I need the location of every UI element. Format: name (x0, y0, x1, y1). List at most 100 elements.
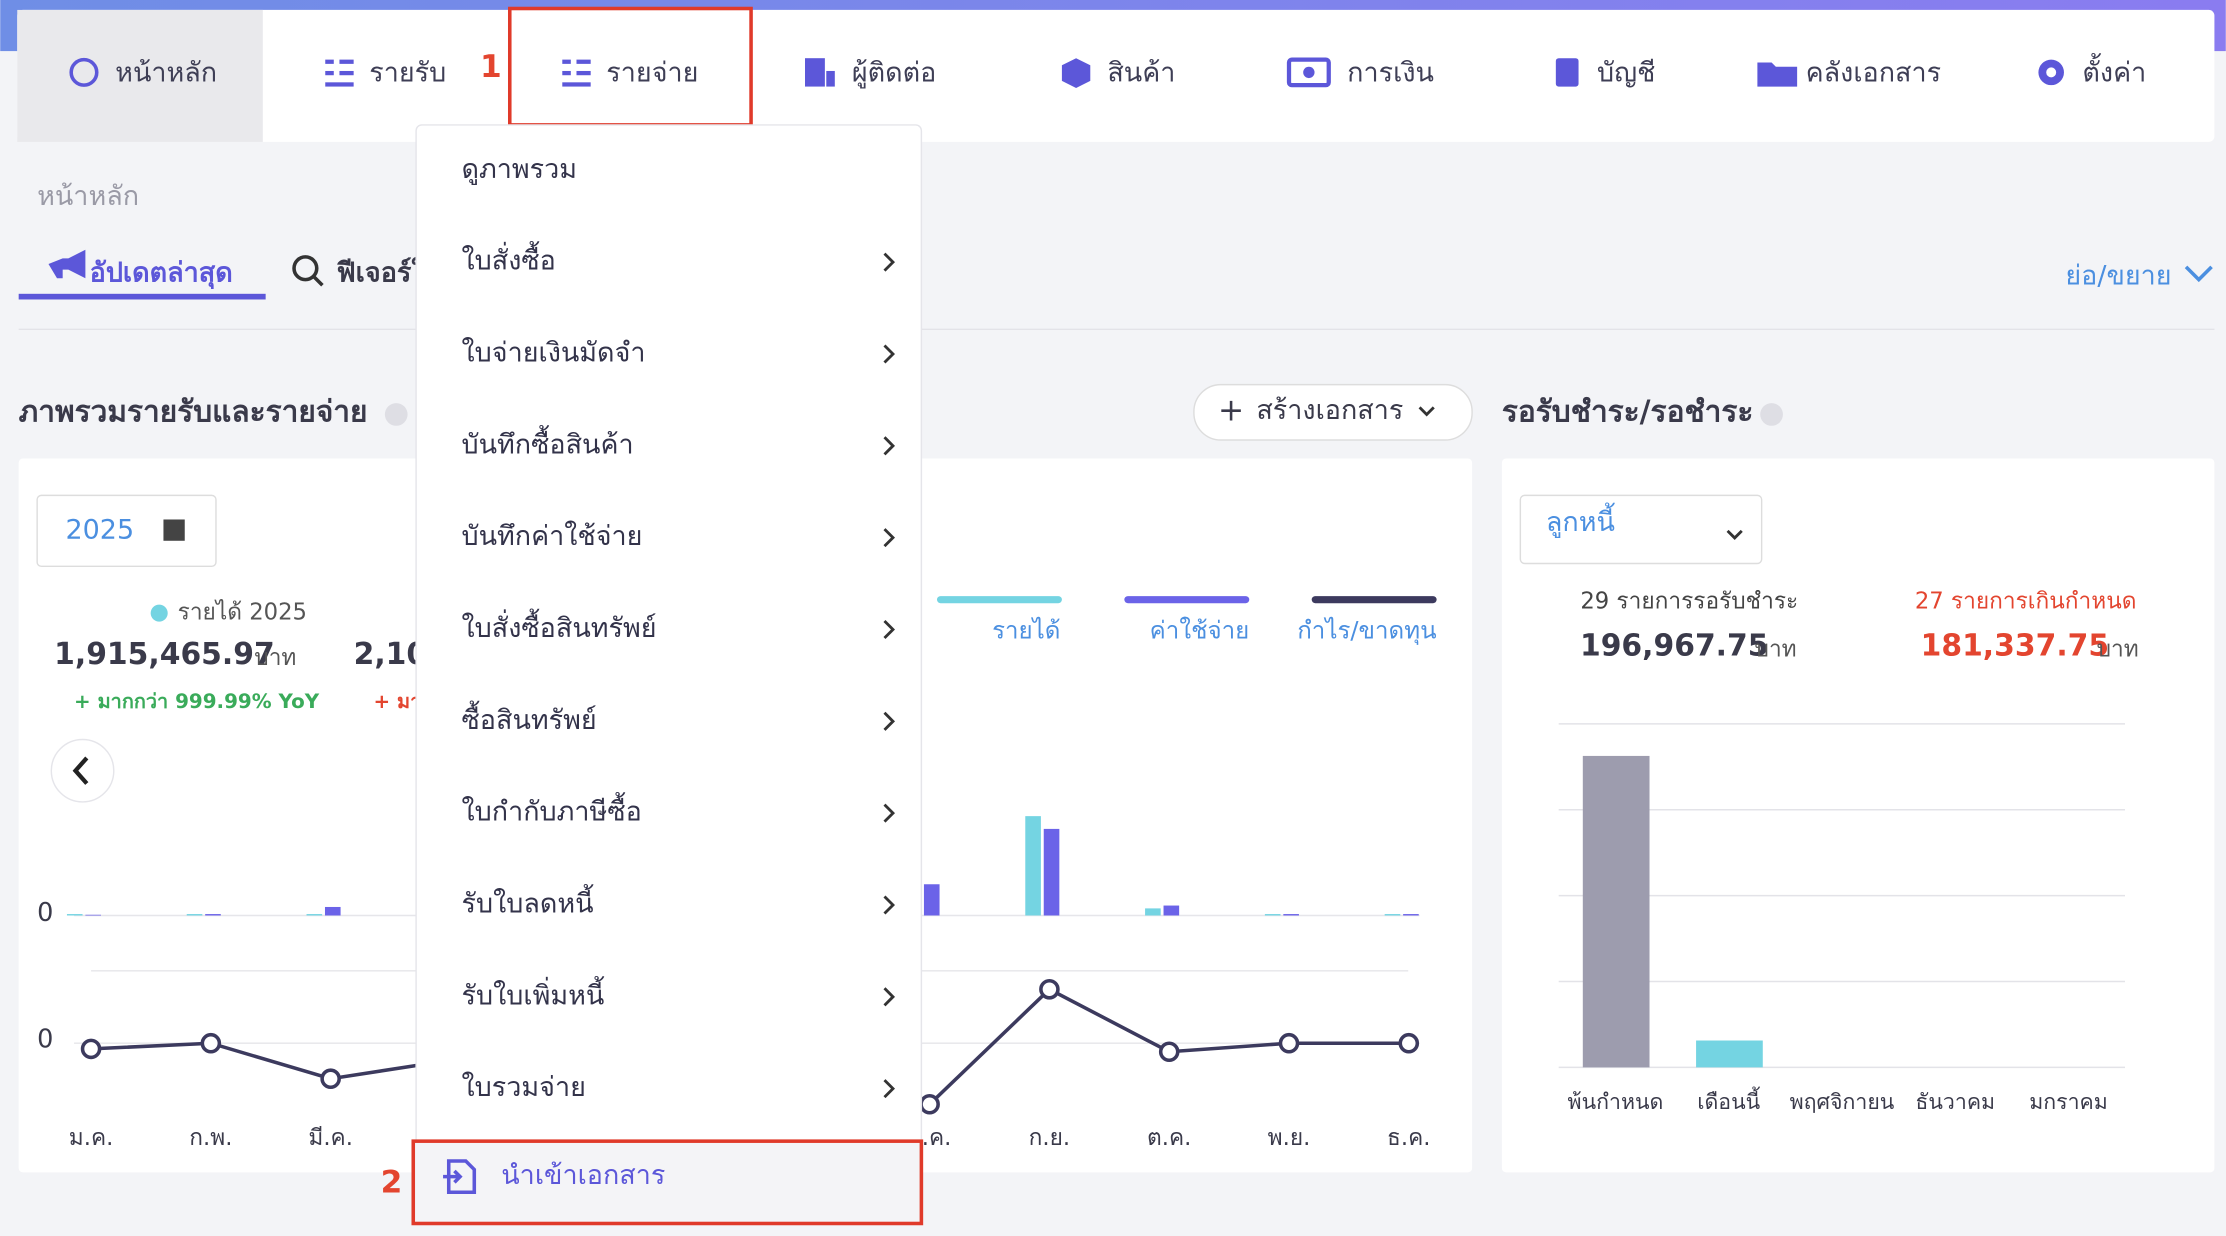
chevron (1418, 406, 1435, 417)
nav-item[interactable]: สินค้า (1107, 57, 1175, 88)
chevron (883, 987, 896, 1007)
x-tick-label: ธันวาคม (1915, 1090, 1995, 1115)
nav-item[interactable]: การเงิน (1347, 57, 1434, 88)
chevron (883, 252, 896, 272)
menu-item[interactable]: ใบกำกับภาษีซื้อ (462, 792, 642, 828)
menu-item[interactable]: ซื้อสินทรัพย์ (462, 700, 597, 736)
menu-item[interactable]: รับใบลดหนี้ (462, 883, 594, 919)
menu-item[interactable]: ดูภาพรวม (462, 154, 578, 185)
help-icon (1760, 403, 1783, 426)
section-title: รอรับชำระ/รอชำระ (1502, 395, 1754, 430)
chevron (2184, 265, 2213, 283)
unit: บาท (254, 645, 296, 671)
search-icon (312, 275, 324, 287)
legend-label: ค่าใช้จ่าย (1150, 617, 1250, 645)
bar (923, 884, 940, 916)
menu-item[interactable]: ใบสั่งซื้อสินทรัพย์ (462, 608, 657, 644)
chevron (883, 711, 896, 731)
help-icon (384, 403, 408, 426)
receivable-card (1501, 458, 2215, 1173)
section-title: ภาพรวมรายรับและรายจ่าย (19, 395, 368, 430)
menu-item[interactable]: ใบสั่งซื้อ (462, 241, 556, 277)
legend-swatch (937, 596, 1062, 604)
bar (205, 914, 221, 916)
dropdown[interactable] (1519, 494, 1763, 565)
bar (1163, 905, 1180, 916)
profit-point (1158, 1041, 1180, 1063)
x-tick-label: มี.ค. (308, 1125, 353, 1151)
chevron (883, 1079, 896, 1099)
legend-label: กำไร/ขาดทุน (1297, 617, 1436, 646)
menu-item[interactable]: นำเข้าเอกสาร (501, 1160, 665, 1191)
create-button[interactable] (1193, 383, 1473, 441)
menu-item[interactable]: ใบจ่ายเงินมัดจำ (462, 336, 646, 368)
collapse-toggle[interactable]: ย่อ/ขยาย (2065, 260, 2171, 291)
legend-dot (150, 604, 168, 622)
stat-amount: 196,967.75 (1580, 629, 1769, 664)
x-tick-label: พฤศจิกายน (1790, 1090, 1895, 1115)
plus: + (1218, 393, 1244, 429)
nav-item[interactable]: ผู้ติดต่อ (852, 57, 937, 88)
stat-amount: 2,10 (354, 637, 428, 672)
bar (1403, 914, 1419, 916)
stat-label: 29 รายการรอรับชำระ (1580, 588, 1798, 614)
unit: บาท (2097, 637, 2139, 663)
bar (1582, 755, 1650, 1068)
stat-amount: 1,915,465.97 (54, 637, 275, 672)
x-tick-label: ธ.ค. (1387, 1125, 1430, 1151)
button-label[interactable]: สร้างเอกสาร (1256, 395, 1403, 426)
tab-underline (18, 293, 266, 300)
legend-swatch (1124, 596, 1250, 604)
bar (66, 914, 83, 916)
chevron (72, 756, 89, 785)
bar (1696, 1040, 1763, 1068)
nav-item[interactable]: รายจ่าย (606, 57, 698, 88)
megaphone-icon (48, 249, 86, 279)
bar (186, 914, 203, 916)
stat-change: + มา (374, 690, 422, 713)
bar (85, 914, 101, 916)
nav-active (17, 9, 263, 142)
profit-point (80, 1038, 102, 1060)
year[interactable]: 2025 (66, 514, 135, 545)
bar (1043, 828, 1060, 916)
legend-label: รายได้ (992, 617, 1060, 645)
nav-item[interactable]: ตั้งค่า (2082, 52, 2146, 88)
axis-zero: 0 (37, 1024, 53, 1054)
tab[interactable]: อัปเดตล่าสุด (90, 257, 233, 289)
nav-item[interactable]: บัญชี (1597, 57, 1655, 88)
bar (1025, 816, 1041, 916)
menu-item[interactable]: บันทึกค่าใช้จ่าย (462, 520, 643, 552)
search-icon (292, 255, 319, 282)
menu-item[interactable]: ใบรวมจ่าย (462, 1071, 586, 1103)
dropdown-value[interactable]: ลูกหนี้ (1546, 502, 1615, 538)
profit-point (1039, 979, 1060, 1000)
x-tick-label: พ.ย. (1268, 1125, 1311, 1151)
profit-point (1398, 1032, 1420, 1054)
nav-item[interactable]: คลังเอกสาร (1806, 57, 1942, 88)
year-picker[interactable] (36, 494, 217, 568)
x-tick-label: ม.ค. (69, 1125, 114, 1151)
x-tick-label: มกราคม (2029, 1090, 2108, 1115)
legend-swatch (1311, 596, 1437, 604)
step-number: 2 (381, 1165, 403, 1201)
chevron (883, 344, 896, 364)
chevron (883, 619, 896, 640)
menu-item[interactable]: บันทึกซื้อสินค้า (462, 424, 634, 460)
nav-item[interactable]: หน้าหลัก (115, 57, 217, 88)
nav-item[interactable]: รายรับ (369, 57, 446, 88)
x-tick-label: ต.ค. (1147, 1125, 1191, 1151)
axis-zero: 0 (37, 898, 53, 928)
bar (1283, 914, 1299, 916)
stat-amount: 181,337.75 (1921, 629, 2110, 664)
step-number: 1 (480, 49, 502, 85)
prev-button[interactable] (50, 738, 115, 803)
profit-point (320, 1068, 341, 1089)
stat-change: + มากกว่า 999.99% YoY (74, 690, 320, 713)
breadcrumb: หน้าหลัก (37, 181, 139, 212)
menu-item[interactable]: รับใบเพิ่มหนี้ (462, 975, 605, 1011)
bar (1145, 908, 1161, 916)
dropdown-menu: ดูภาพรวมใบสั่งซื้อใบจ่ายเงินมัดจำบันทึกซ… (415, 124, 923, 1222)
bar (1384, 914, 1401, 916)
